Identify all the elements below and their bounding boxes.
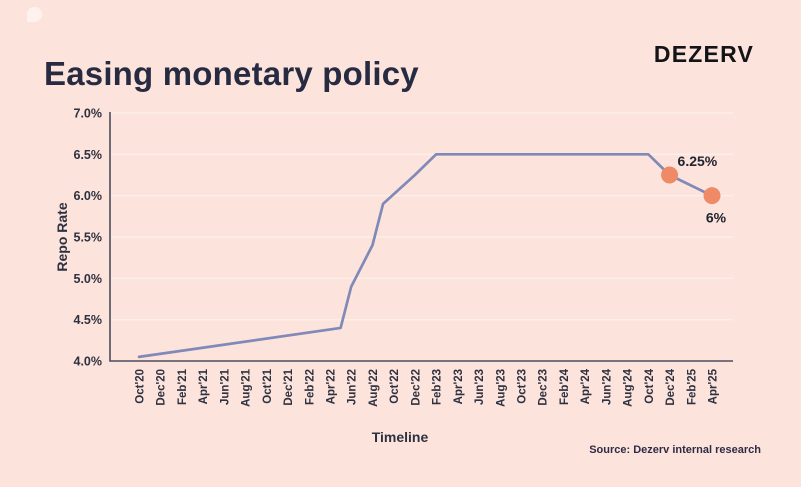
x-tick-label: Feb'25: [686, 368, 698, 405]
y-tick-label: 6.0%: [74, 189, 103, 203]
series-lines: [137, 152, 714, 359]
data-point-marker: [661, 166, 679, 184]
decorative-mark: [27, 7, 42, 22]
x-tick-label: Apr'25: [708, 368, 720, 404]
y-tick-label: 4.0%: [74, 355, 103, 369]
annotation-label: 6%: [706, 210, 727, 226]
x-tick-label: Apr'23: [453, 369, 465, 404]
x-tick-label: Aug'23: [495, 369, 507, 407]
x-tick-label: Dec'22: [410, 369, 422, 406]
x-tick-label: Apr'21: [198, 368, 210, 404]
x-tick-label: Dec'21: [283, 368, 295, 405]
x-tick-label: Feb'23: [432, 369, 444, 405]
x-tick-label: Aug'21: [241, 368, 253, 406]
x-tick-label: Jun'24: [601, 368, 613, 405]
x-tick-label: Feb'24: [559, 368, 571, 405]
y-tick-label: 5.5%: [74, 231, 103, 245]
y-tick-label: 5.0%: [74, 272, 103, 286]
annotations: 6.25% 6%: [678, 153, 727, 226]
x-tick-label: Oct'20: [135, 369, 147, 404]
gridlines: [110, 112, 733, 321]
y-tick-label: 7.0%: [74, 107, 103, 121]
x-tick-label: Jun'23: [474, 369, 486, 405]
x-tick-label: Oct'22: [389, 369, 401, 404]
x-tick-label: Oct'21: [262, 368, 274, 403]
data-point-marker: [703, 187, 721, 205]
annotation-label: 6.25%: [678, 153, 718, 169]
x-tick-label: Feb'22: [304, 369, 316, 405]
y-tick-label: 6.5%: [74, 148, 103, 162]
x-tick-label: Apr'22: [326, 369, 338, 404]
chart-axis: [109, 112, 733, 362]
x-tick-label: Apr'24: [580, 368, 592, 404]
x-tick-label: Dec'23: [538, 369, 550, 406]
x-tick-label: Aug'22: [368, 369, 380, 407]
repo-rate-line: [137, 152, 714, 359]
data-point-markers: [661, 166, 721, 205]
x-axis-title: Timeline: [371, 429, 429, 445]
x-axis-tick-labels: Oct'20 Dec'20 Feb'21 Apr'21 Jun'21 Aug'21 Oct'…: [135, 368, 720, 406]
brand-logo: DEZERV: [653, 41, 754, 67]
x-tick-label: Jun'22: [347, 369, 359, 405]
y-axis-tick-labels: 7.0% 6.5% 6.0% 5.5% 5.0% 4.5% 4.0%: [74, 107, 103, 369]
x-tick-label: Oct'24: [644, 368, 656, 403]
axes: [109, 112, 733, 362]
y-tick-label: 4.5%: [74, 313, 103, 327]
x-tick-label: Oct'23: [517, 369, 529, 404]
source-note: Source: Dezerv internal research: [589, 444, 761, 456]
x-tick-label: Dec'20: [156, 369, 168, 406]
page-title: Easing monetary policy: [44, 55, 419, 93]
x-tick-label: Dec'24: [665, 368, 677, 405]
x-tick-label: Jun'21: [219, 368, 231, 405]
x-tick-label: Aug'24: [623, 368, 635, 406]
x-tick-label: Feb'21: [177, 368, 189, 405]
